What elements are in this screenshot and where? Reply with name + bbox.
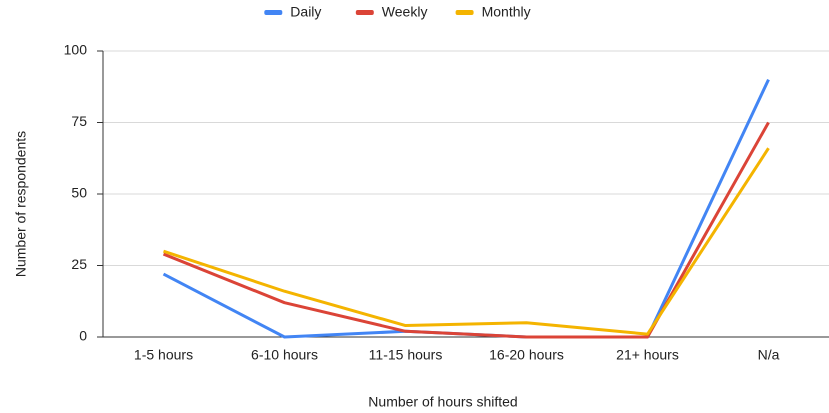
x-tick-label: 21+ hours xyxy=(616,347,679,363)
y-tick-label: 25 xyxy=(71,256,87,272)
x-tick-label: 1-5 hours xyxy=(134,347,193,363)
legend-swatch xyxy=(455,10,474,15)
x-tick-label: N/a xyxy=(758,347,780,363)
legend-label: Daily xyxy=(290,4,321,20)
y-tick-label: 100 xyxy=(64,42,88,58)
series-line xyxy=(162,121,770,339)
legend-swatch xyxy=(264,10,283,15)
y-tick-label: 75 xyxy=(71,113,87,129)
series-line xyxy=(162,78,770,339)
legend-swatch xyxy=(355,10,374,15)
legend-label: Weekly xyxy=(382,4,428,20)
legend-label: Monthly xyxy=(482,4,531,20)
x-tick-label: 11-15 hours xyxy=(369,347,443,363)
y-axis-title: Number of respondents xyxy=(13,131,29,277)
x-tick-label: 6-10 hours xyxy=(251,347,318,363)
y-tick-label: 50 xyxy=(71,185,87,201)
y-tick-label: 0 xyxy=(79,328,87,344)
x-tick-label: 16-20 hours xyxy=(489,347,564,363)
series-line xyxy=(163,147,770,336)
x-axis-title: Number of hours shifted xyxy=(368,394,517,410)
